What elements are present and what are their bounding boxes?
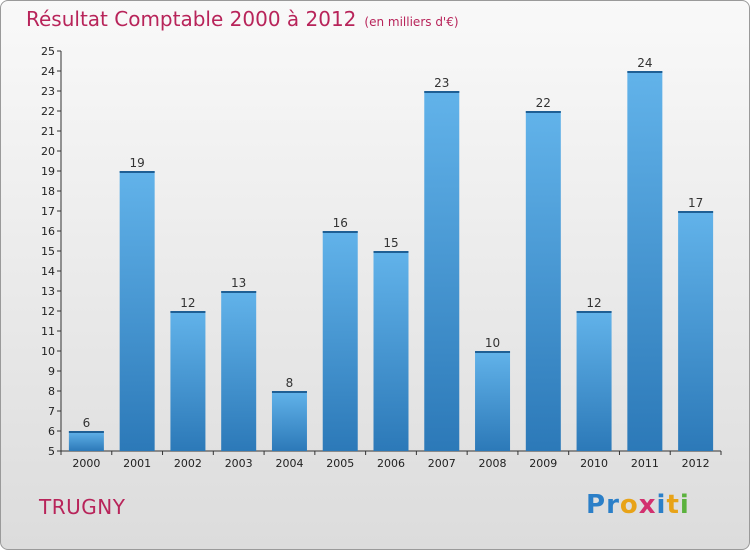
bar-2004 (271, 391, 307, 451)
y-tick-label: 20 (41, 145, 55, 158)
y-tick-label: 25 (41, 45, 55, 58)
chart-title: Résultat Comptable 2000 à 2012 (en millie… (26, 7, 459, 31)
y-tick-label: 13 (41, 285, 55, 298)
value-label-2011: 24 (637, 56, 652, 70)
y-tick-label: 6 (48, 425, 55, 438)
x-tick-label-2012: 2012 (682, 457, 710, 470)
y-tick-label: 17 (41, 205, 55, 218)
bar-cap-2004 (271, 391, 307, 393)
y-tick-label: 18 (41, 185, 55, 198)
bar-cap-2010 (576, 311, 612, 313)
value-label-2002: 12 (180, 296, 195, 310)
title-text: Résultat Comptable 2000 à 2012 (26, 7, 357, 31)
x-tick-label-2006: 2006 (377, 457, 405, 470)
logo-letter: i (679, 490, 690, 520)
value-label-2009: 22 (536, 96, 551, 110)
bar-2005 (322, 231, 358, 451)
bar-2012 (678, 211, 714, 451)
bar-2010 (576, 311, 612, 451)
logo-letter: P (586, 490, 607, 520)
logo-letter: o (619, 490, 639, 520)
bar-cap-2007 (424, 91, 460, 93)
commune-name: TRUGNY (39, 495, 126, 519)
y-tick-label: 22 (41, 105, 55, 118)
bars: 6 19 12 13 8 16 15 23 10 22 12 24 17 (68, 56, 714, 451)
x-tick-label-2010: 2010 (580, 457, 608, 470)
axes: 5 6 7 8 9 10 11 12 13 14 15 16 17 18 19 20 21 22 23 24 25 200… (41, 45, 722, 470)
y-tick-label: 5 (48, 445, 55, 458)
y-tick-label: 23 (41, 85, 55, 98)
bar-cap-2005 (322, 231, 358, 233)
y-tick-label: 24 (41, 65, 55, 78)
x-tick-label-2000: 2000 (72, 457, 100, 470)
x-tick-label-2007: 2007 (428, 457, 456, 470)
x-tick-label-2002: 2002 (174, 457, 202, 470)
y-tick-label: 15 (41, 245, 55, 258)
bar-cap-2003 (221, 291, 257, 293)
x-tick-label-2005: 2005 (326, 457, 354, 470)
bar-cap-2008 (475, 351, 511, 353)
bar-2002 (170, 311, 206, 451)
x-tick-label-2011: 2011 (631, 457, 659, 470)
bar-2001 (119, 171, 155, 451)
logo-letter: r (606, 490, 620, 520)
value-label-2012: 17 (688, 196, 703, 210)
x-tick-label-2003: 2003 (225, 457, 253, 470)
bar-2003 (221, 291, 257, 451)
bar-cap-2000 (68, 431, 104, 433)
x-tick-label-2008: 2008 (479, 457, 507, 470)
logo-letter: t (666, 490, 680, 520)
value-label-2007: 23 (434, 76, 449, 90)
logo-letter: x (638, 490, 657, 520)
bar-cap-2006 (373, 251, 409, 253)
y-tick-label: 19 (41, 165, 55, 178)
bar-cap-2001 (119, 171, 155, 173)
bar-2011 (627, 71, 663, 451)
logo-letter: i (656, 490, 667, 520)
proxiti-logo: Proxiti (586, 490, 690, 520)
y-tick-label: 7 (48, 405, 55, 418)
y-tick-label: 16 (41, 225, 55, 238)
bar-2008 (475, 351, 511, 451)
y-tick-label: 10 (41, 345, 55, 358)
y-tick-label: 12 (41, 305, 55, 318)
value-label-2010: 12 (586, 296, 601, 310)
value-label-2000: 6 (83, 416, 91, 430)
value-label-2008: 10 (485, 336, 500, 350)
bar-cap-2009 (525, 111, 561, 113)
value-label-2001: 19 (130, 156, 145, 170)
value-label-2004: 8 (286, 376, 294, 390)
y-tick-label: 21 (41, 125, 55, 138)
chart-subtitle: (en milliers d'€) (364, 15, 459, 29)
y-tick-label: 11 (41, 325, 55, 338)
x-tick-label-2004: 2004 (275, 457, 303, 470)
y-tick-label: 14 (41, 265, 55, 278)
x-tick-label-2001: 2001 (123, 457, 151, 470)
bar-cap-2002 (170, 311, 206, 313)
bar-2006 (373, 251, 409, 451)
bar-cap-2012 (678, 211, 714, 213)
value-label-2005: 16 (333, 216, 348, 230)
y-tick-label: 8 (48, 385, 55, 398)
bar-2000 (68, 431, 104, 451)
y-tick-label: 9 (48, 365, 55, 378)
bar-2009 (525, 111, 561, 451)
bar-cap-2011 (627, 71, 663, 73)
value-label-2006: 15 (383, 236, 398, 250)
bar-2007 (424, 91, 460, 451)
value-label-2003: 13 (231, 276, 246, 290)
x-tick-label-2009: 2009 (529, 457, 557, 470)
